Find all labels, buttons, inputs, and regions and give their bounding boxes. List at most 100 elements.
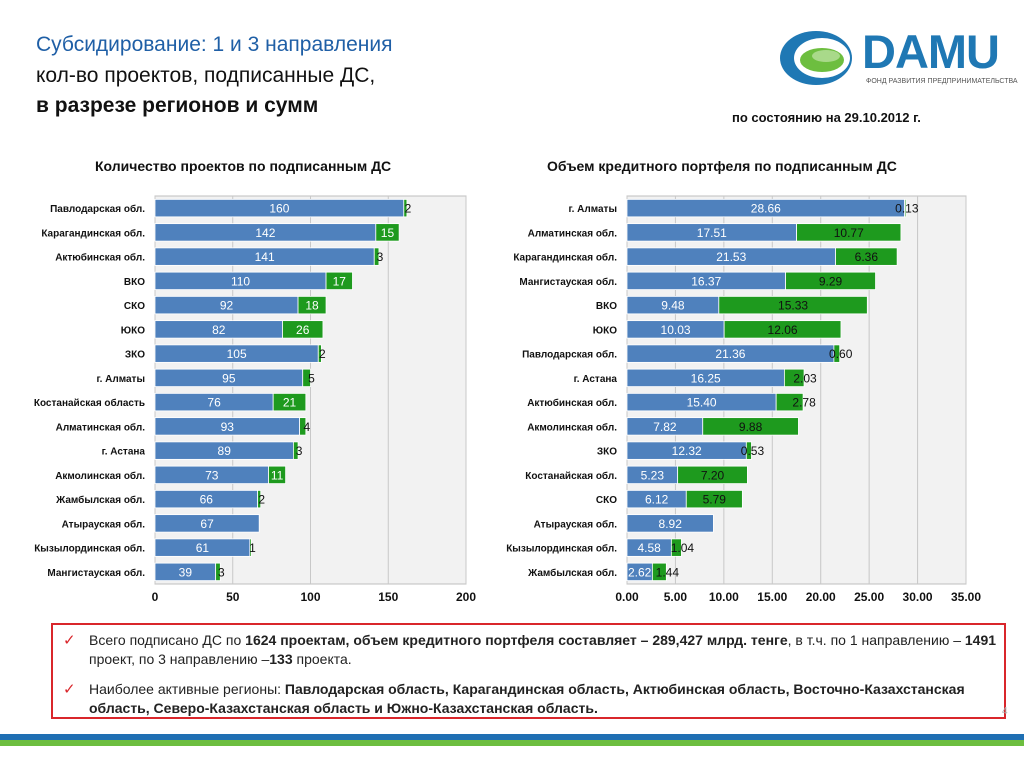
bar-segment-series2 xyxy=(249,538,252,557)
bar-segment-series2 xyxy=(268,465,287,485)
checkmark-icon: ✓ xyxy=(63,632,76,649)
data-label-series1: 89 xyxy=(218,444,232,458)
bar-segment-series2 xyxy=(685,489,743,509)
data-label-series2: 26 xyxy=(296,323,310,337)
data-label-series1: 66 xyxy=(200,493,214,507)
category-label: ЮКО xyxy=(593,325,617,336)
data-label-series1: 7.82 xyxy=(653,420,677,434)
data-label-series2: 6.36 xyxy=(855,250,879,264)
data-label-series2: 11 xyxy=(271,468,284,482)
category-label: Павлодарская обл. xyxy=(50,203,145,215)
bar-segment-series1 xyxy=(154,514,260,533)
data-label-series2: 0.13 xyxy=(895,202,919,216)
logo-emblem-icon xyxy=(780,31,852,85)
summary-total-pre: Всего подписано ДС по xyxy=(89,632,246,648)
category-label: Мангистауская обл. xyxy=(47,567,145,579)
data-label-series1: 67 xyxy=(200,517,214,531)
bar-segment-series2 xyxy=(677,465,748,485)
category-label: Акмолинская обл. xyxy=(527,421,617,433)
category-label: Атырауская обл. xyxy=(534,518,618,530)
data-label-series1: 12.32 xyxy=(672,444,702,458)
summary-total-post: проекта. xyxy=(292,651,352,667)
category-label: Актюбинская обл. xyxy=(527,397,617,409)
x-tick-label: 25.00 xyxy=(854,590,884,604)
bar-segment-series2 xyxy=(745,441,752,460)
data-label-series2: 0.60 xyxy=(829,347,853,361)
slide-title-line3: в разрезе регионов и сумм xyxy=(36,94,319,117)
category-label: Карагандинская обл. xyxy=(41,227,145,239)
data-label-series1: 160 xyxy=(269,202,289,216)
x-tick-label: 35.00 xyxy=(951,590,981,604)
data-label-series2: 1 xyxy=(249,541,256,555)
data-label-series2: 15.33 xyxy=(778,299,808,313)
x-tick-label: 10.00 xyxy=(709,590,739,604)
category-label: Актюбинская обл. xyxy=(55,252,145,264)
data-label-series1: 21.53 xyxy=(716,250,746,264)
category-label: Акмолинская обл. xyxy=(55,470,145,482)
summary-direction3-count: 133 xyxy=(269,651,293,667)
projects-bar-chart: 0 50 100 150 200 Павлодарская обл. 160 2 Караган… xyxy=(34,195,476,604)
data-label-series2: 2.03 xyxy=(793,371,817,385)
data-label-series2: 2 xyxy=(319,347,326,361)
data-label-series1: 95 xyxy=(222,371,236,385)
category-label: Жамбылская обл. xyxy=(55,494,145,506)
data-label-series2: 5 xyxy=(308,371,315,385)
category-label: Алматинская обл. xyxy=(528,227,618,239)
bar-segment-series2 xyxy=(292,441,299,460)
data-label-series2: 9.29 xyxy=(819,274,843,288)
bar-segment-series2 xyxy=(904,198,907,218)
data-label-series1: 28.66 xyxy=(751,202,781,216)
bar-segment-series2 xyxy=(775,392,804,412)
data-label-series1: 21.36 xyxy=(715,347,745,361)
data-label-series2: 3 xyxy=(377,250,384,264)
data-label-series2: 17 xyxy=(333,274,347,288)
data-label-series2: 9.88 xyxy=(739,420,763,434)
summary-direction1-count: 1491 xyxy=(964,632,997,648)
category-label: ЗКО xyxy=(125,350,145,361)
data-label-series1: 5.23 xyxy=(641,468,665,482)
data-label-series2: 12.06 xyxy=(768,323,798,337)
data-label-series1: 76 xyxy=(207,396,221,410)
logo-wordmark: DAMU xyxy=(862,25,1000,78)
category-label: СКО xyxy=(124,301,145,312)
data-label-series1: 82 xyxy=(212,323,226,337)
slide-title-line2: кол-во проектов, подписанные ДС, xyxy=(36,64,376,87)
data-label-series1: 16.25 xyxy=(691,371,721,385)
summary-total-mid2: проект, по 3 направлению – xyxy=(89,651,270,667)
bar-segment-series2 xyxy=(783,368,805,388)
bar-segment-series2 xyxy=(302,368,311,388)
x-tick-label: 15.00 xyxy=(757,590,787,604)
category-label: Атырауская обл. xyxy=(62,518,146,530)
bar-segment-series2 xyxy=(702,417,799,436)
category-label: Кызылординская обл. xyxy=(34,543,145,555)
data-label-series2: 1.44 xyxy=(656,565,680,579)
x-tick-label: 150 xyxy=(378,590,398,604)
x-tick-label: 0 xyxy=(152,590,159,604)
summary-box: ✓ Всего подписано ДС по 1624 проектам, о… xyxy=(51,623,1006,719)
data-label-series1: 61 xyxy=(196,541,210,555)
chart-title-portfolio: Объем кредитного портфеля по подписанным… xyxy=(547,158,897,174)
data-label-series1: 16.37 xyxy=(691,274,721,288)
category-label: Павлодарская обл. xyxy=(522,349,617,361)
data-label-series1: 142 xyxy=(255,226,275,240)
checkmark-icon: ✓ xyxy=(63,681,76,698)
data-label-series1: 17.51 xyxy=(697,226,727,240)
category-label: Костанайская обл. xyxy=(525,470,617,482)
bar-segment-series2 xyxy=(299,417,307,436)
category-label: ЗКО xyxy=(597,447,617,458)
data-label-series1: 39 xyxy=(179,565,193,579)
data-label-series1: 92 xyxy=(220,299,234,313)
data-label-series2: 2.78 xyxy=(792,396,816,410)
category-label: Костанайская область xyxy=(34,397,145,409)
bar-segment-series2 xyxy=(833,344,841,363)
x-tick-label: 30.00 xyxy=(903,590,933,604)
data-label-series2: 3 xyxy=(218,565,225,579)
bar-segment-series2 xyxy=(375,223,400,242)
bar-segment-series2 xyxy=(723,320,842,339)
bar-segment-series1 xyxy=(626,514,714,533)
bar-segment-series2 xyxy=(835,247,898,266)
data-label-series1: 105 xyxy=(227,347,247,361)
slide-number: 4 xyxy=(1002,706,1008,717)
category-label: Алматинская обл. xyxy=(56,421,146,433)
portfolio-bar-chart: 0.00 5.00 10.00 15.00 20.00 25.00 30.00 35.00 г.… xyxy=(506,195,981,604)
